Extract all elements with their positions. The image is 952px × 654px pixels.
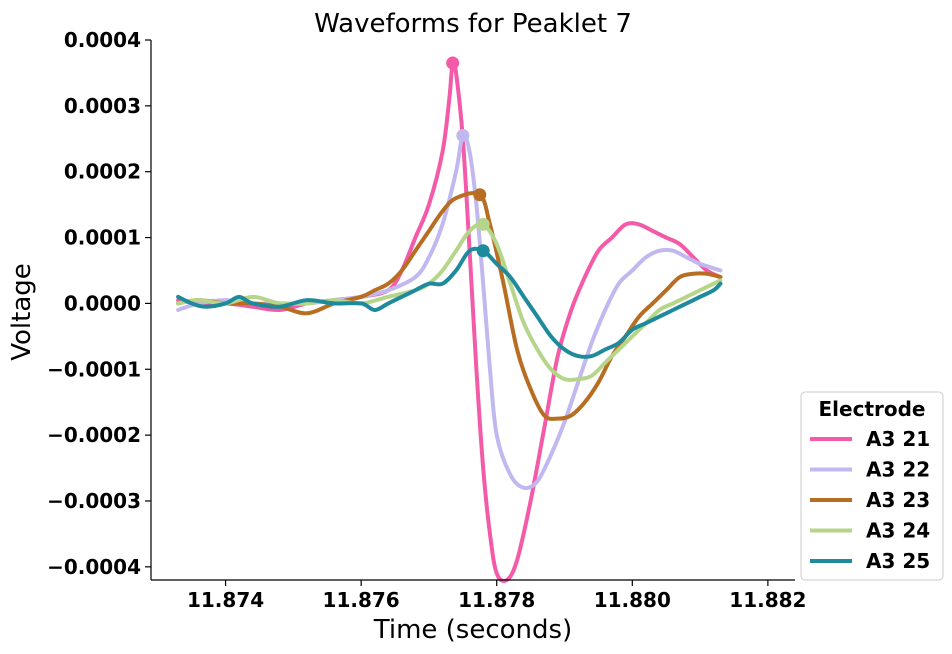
peak-marker-a3-22	[456, 128, 470, 142]
legend: Electrode A3 21 A3 22 A3 23 A3 24 A3 25	[800, 391, 944, 581]
chart-title: Waveforms for Peaklet 7	[314, 9, 632, 39]
x-tick-label: 11.878	[458, 588, 535, 612]
y-ticks: 0.0004 0.0003 0.0002 0.0001 0.0000 −0.0001 −0.…	[47, 28, 151, 579]
y-tick-label: 0.0003	[64, 94, 141, 118]
y-tick-label: −0.0002	[47, 423, 141, 447]
legend-items: A3 21 A3 22 A3 23 A3 24 A3 25	[810, 427, 930, 573]
x-tick-label: 11.880	[594, 588, 671, 612]
x-tick-label: 11.882	[729, 588, 806, 612]
legend-label-a3-25: A3 25	[866, 549, 930, 573]
legend-title: Electrode	[819, 397, 926, 421]
peak-marker-a3-24	[476, 217, 490, 231]
peak-markers	[446, 56, 490, 258]
peak-marker-a3-21	[446, 56, 460, 70]
legend-label-a3-21: A3 21	[866, 427, 930, 451]
y-tick-label: 0.0000	[64, 291, 141, 315]
peak-marker-a3-23	[473, 188, 487, 202]
legend-label-a3-23: A3 23	[866, 488, 930, 512]
plot-lines	[176, 58, 723, 583]
peak-marker-a3-25	[476, 244, 490, 258]
y-tick-label: 0.0002	[64, 160, 141, 184]
x-tick-label: 11.876	[323, 588, 400, 612]
x-tick-label: 11.874	[187, 588, 264, 612]
y-tick-label: 0.0001	[64, 226, 141, 250]
legend-label-a3-22: A3 22	[866, 458, 930, 482]
x-ticks: 11.874 11.876 11.878 11.880 11.882	[187, 580, 806, 612]
y-tick-label: 0.0004	[64, 28, 141, 52]
x-axis-label: Time (seconds)	[373, 615, 572, 645]
series-line-a3-22	[176, 132, 723, 491]
legend-label-a3-24: A3 24	[866, 519, 930, 543]
y-tick-label: −0.0003	[47, 489, 141, 513]
y-tick-label: −0.0001	[47, 357, 141, 381]
series-line-a3-21	[176, 58, 723, 583]
series-line-a3-23	[176, 191, 723, 421]
y-axis-label: Voltage	[7, 263, 37, 361]
y-tick-label: −0.0004	[47, 555, 141, 579]
